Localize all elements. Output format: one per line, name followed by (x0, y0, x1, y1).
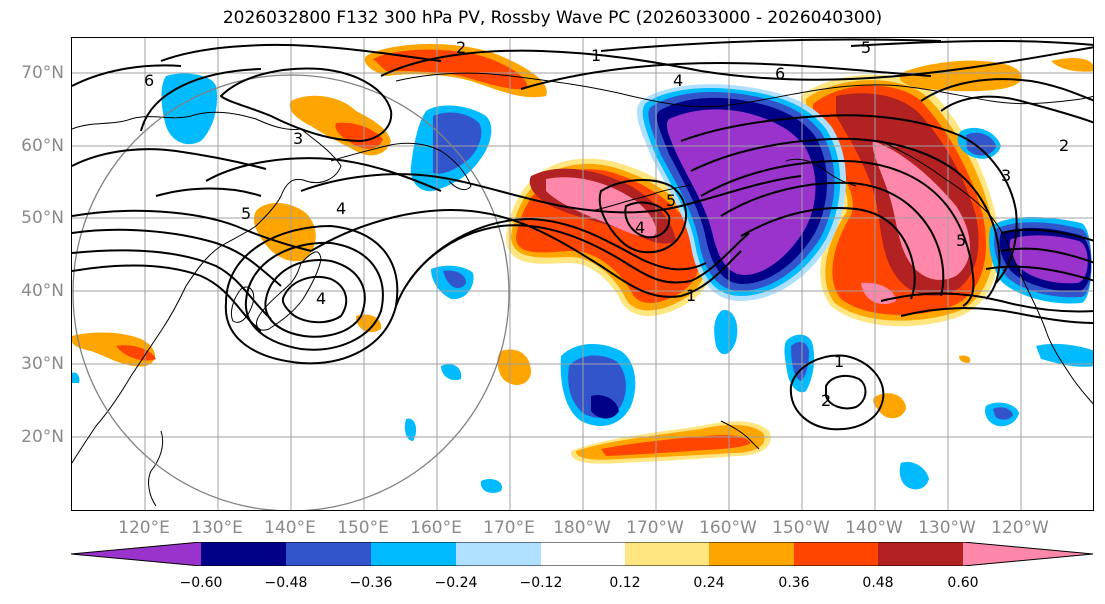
colorbar-tick-label: −0.36 (349, 575, 393, 591)
colorbar-tick-label: 0.48 (862, 575, 894, 591)
colorbar (71, 542, 1094, 566)
colorbar-tick-label: −0.48 (264, 575, 308, 591)
contour-label-3: 3 (293, 129, 303, 148)
coastlines (72, 72, 1093, 507)
colorbar-segment-4 (456, 542, 541, 566)
colorbar-tick-label: −0.24 (434, 575, 478, 591)
lon-label-140w: 140°W (845, 518, 903, 538)
lon-label-120w: 120°W (991, 518, 1049, 538)
colorbar-outline (71, 542, 1094, 566)
colorbar-segment-3 (371, 542, 456, 566)
contour-label-4: 4 (316, 289, 326, 308)
contour-label-2: 2 (456, 38, 466, 57)
map-canvas: 3 4 5 4 6 2 1 4 6 5 5 4 1 1 2 3 2 5 (72, 38, 1093, 510)
colorbar-segment-0 (71, 542, 201, 566)
contour-label-2: 2 (821, 391, 831, 410)
lon-label-130w: 130°W (918, 518, 976, 538)
contour-label-1: 1 (591, 46, 601, 65)
colorbar-segment-10 (963, 542, 1093, 566)
colorbar-tick-label: 0.36 (778, 575, 810, 591)
map-panel: 3 4 5 4 6 2 1 4 6 5 5 4 1 1 2 3 2 5 (71, 37, 1094, 511)
map-title: 2026032800 F132 300 hPa PV, Rossby Wave … (222, 8, 883, 28)
contour-label-1: 1 (686, 286, 696, 305)
lon-label-120e: 120°E (118, 518, 170, 538)
colorbar-segment-2 (286, 542, 371, 566)
lon-label-150e: 150°E (337, 518, 389, 538)
colorbar-segment-7 (709, 542, 794, 566)
lat-label-40n: 40°N (21, 281, 64, 301)
colorbar-segment-9 (878, 542, 963, 566)
contour-label-5: 5 (666, 191, 676, 210)
lon-label-180w: 180°W (553, 518, 611, 538)
contour-label-1: 1 (834, 352, 844, 371)
contour-label-4: 4 (336, 199, 346, 218)
negative-anomaly-shading (72, 73, 1093, 493)
lon-label-140e: 140°E (264, 518, 316, 538)
lon-label-130e: 130°E (191, 518, 243, 538)
colorbar-tick-label: −0.12 (519, 575, 563, 591)
lat-label-60n: 60°N (21, 136, 64, 156)
contour-label-2: 2 (1059, 136, 1069, 155)
contour-label-3: 3 (1001, 166, 1011, 185)
colorbar-segment-1 (201, 542, 286, 566)
projection-circle (72, 74, 510, 510)
lon-label-170w: 170°W (626, 518, 684, 538)
pv-contours (72, 38, 1093, 431)
colorbar-tick-label: 0.24 (693, 575, 725, 591)
contour-label-6: 6 (144, 71, 154, 90)
lat-label-70n: 70°N (21, 63, 64, 83)
contour-label-5: 5 (956, 231, 966, 250)
colorbar-segment-5 (541, 542, 625, 566)
lon-label-150w: 150°W (772, 518, 830, 538)
contour-label-5: 5 (241, 204, 251, 223)
colorbar-tick-label: 0.12 (609, 575, 641, 591)
colorbar-tick-label: 0.60 (947, 575, 979, 591)
contour-label-group: 3 4 5 4 6 2 1 4 6 5 5 4 1 1 2 3 2 5 (144, 38, 1069, 410)
contour-label-4: 4 (635, 218, 645, 237)
lon-label-160w: 160°W (699, 518, 757, 538)
lat-label-30n: 30°N (21, 354, 64, 374)
lat-label-50n: 50°N (21, 208, 64, 228)
contour-label-5: 5 (861, 38, 871, 57)
colorbar-segment-6 (625, 542, 709, 566)
colorbar-tick-label: −0.60 (179, 575, 223, 591)
colorbar-segment-8 (794, 542, 878, 566)
contour-label-6: 6 (775, 64, 785, 83)
lon-label-160e: 160°E (410, 518, 462, 538)
contour-label-4: 4 (673, 71, 683, 90)
lon-label-170e: 170°E (483, 518, 535, 538)
lat-label-20n: 20°N (21, 427, 64, 447)
